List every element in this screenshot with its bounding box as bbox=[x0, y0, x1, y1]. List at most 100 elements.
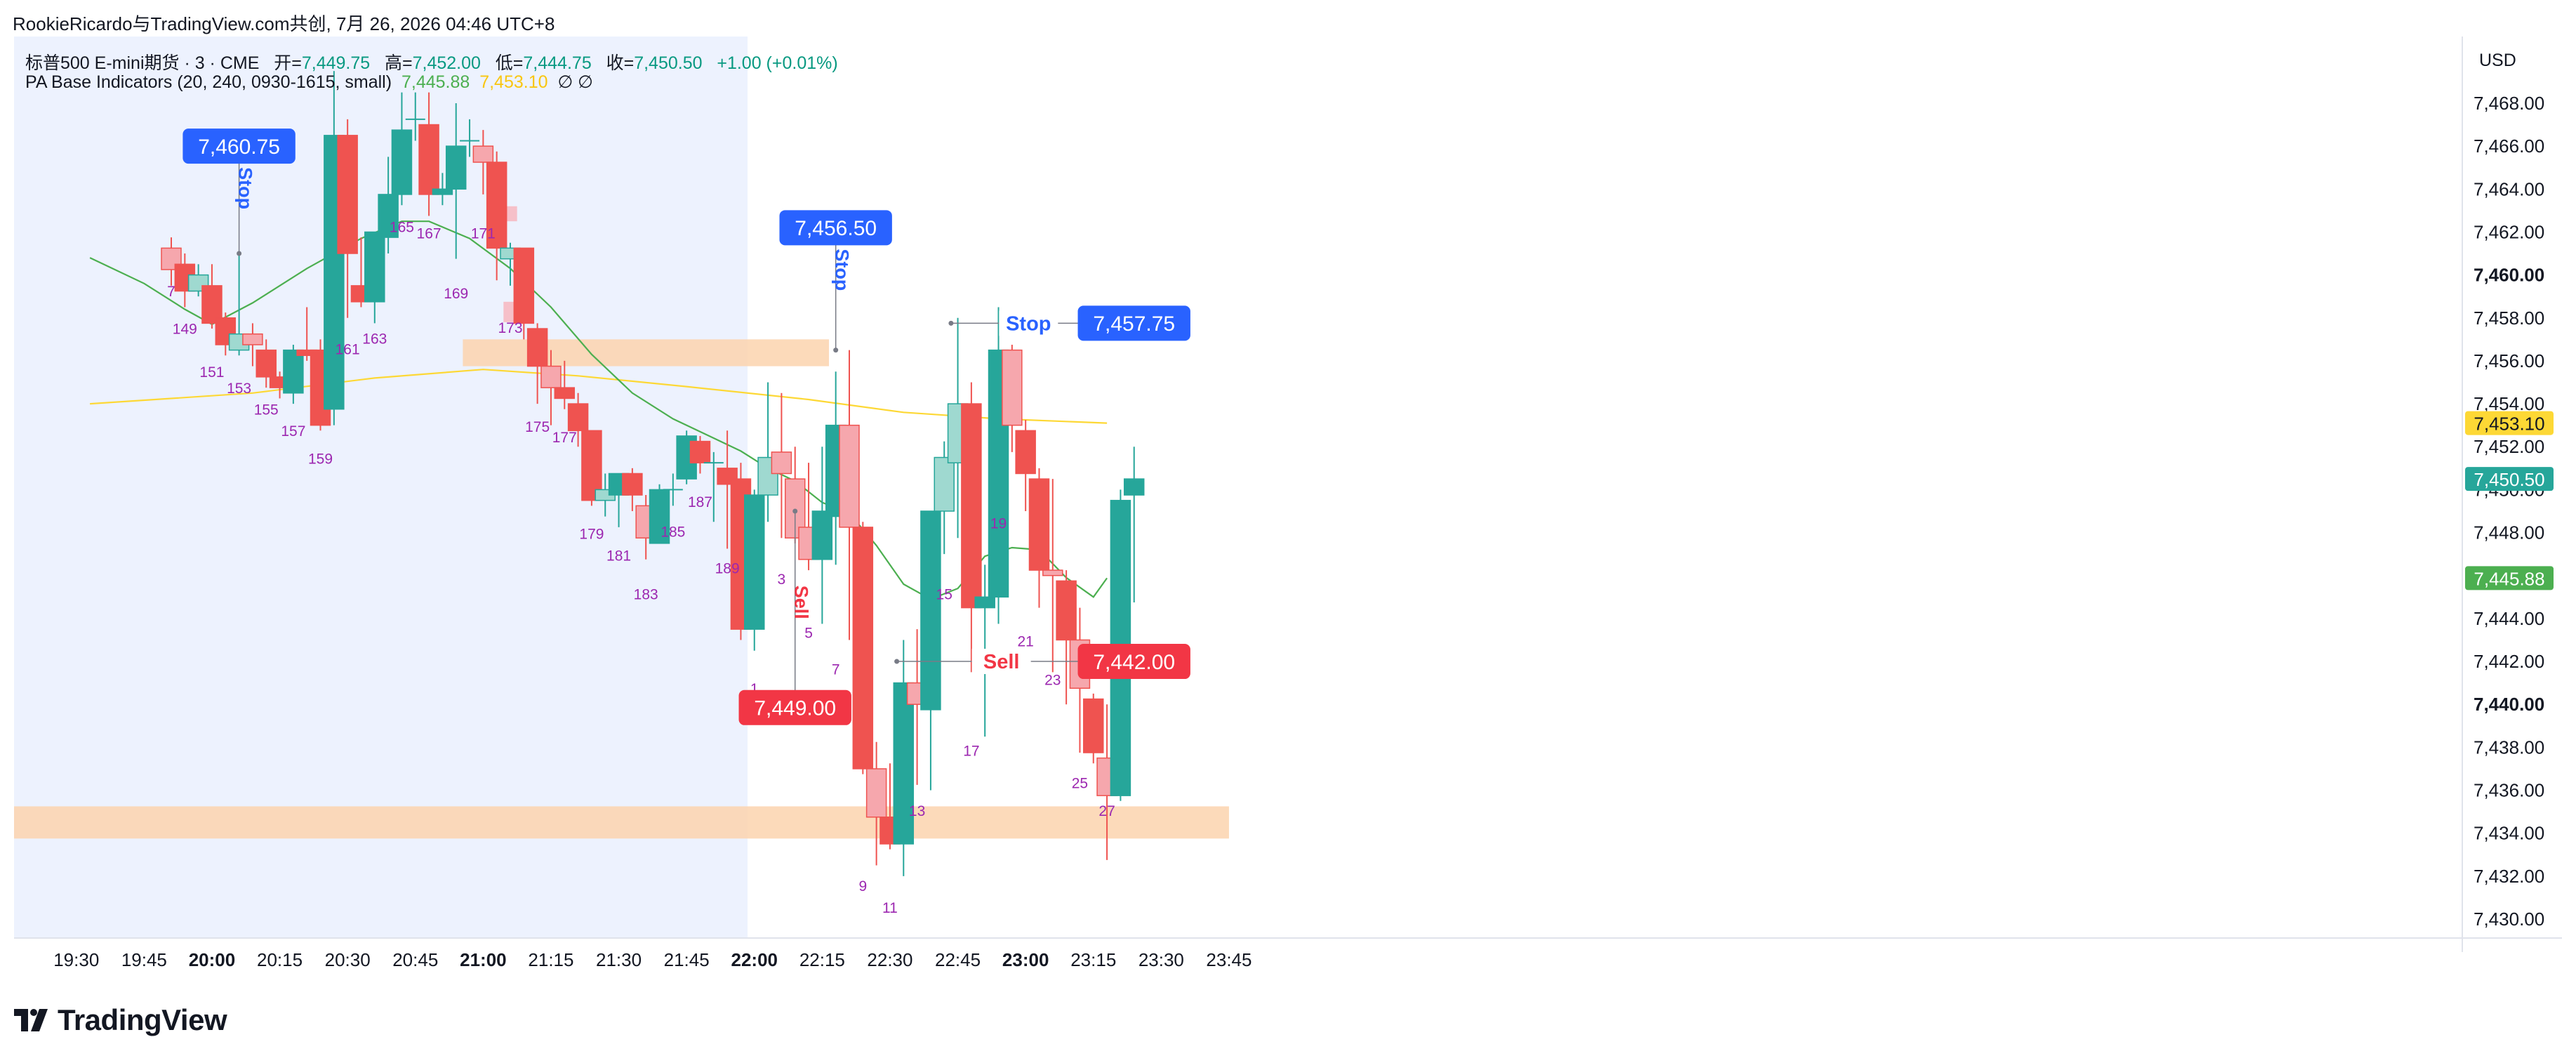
symbol-ohlc-legend[interactable]: 标普500 E-mini期货 · 3 · CME 开=7,449.75 高=7,… bbox=[25, 49, 838, 74]
y-tick-label: 7,454.00 bbox=[2474, 393, 2544, 414]
symbol-label: 标普500 E-mini期货 · 3 · CME bbox=[25, 53, 260, 73]
x-tick-label: 22:45 bbox=[935, 949, 981, 970]
bar-number-label: 183 bbox=[634, 586, 658, 602]
high-value: 7,452.00 bbox=[412, 53, 481, 73]
candle-45 bbox=[771, 392, 792, 539]
candle-body bbox=[852, 527, 874, 770]
y-tick-label: 7,466.00 bbox=[2474, 136, 2544, 157]
bar-number-label: 177 bbox=[552, 430, 577, 446]
x-tick-label: 19:30 bbox=[53, 949, 99, 970]
candle-body bbox=[242, 333, 263, 345]
candle-body bbox=[554, 387, 576, 400]
y-tick-label: 7,464.00 bbox=[2474, 178, 2544, 199]
y-tick-label: 7,460.00 bbox=[2474, 265, 2544, 286]
candle-body bbox=[865, 768, 887, 818]
candle-52 bbox=[865, 741, 887, 866]
candle-19 bbox=[418, 92, 439, 216]
sell-vertical-price-badge-3: 7,449.00 bbox=[738, 689, 851, 725]
candle-body bbox=[1028, 478, 1050, 571]
bar-number-label: 189 bbox=[715, 561, 740, 577]
bar-number-label: 179 bbox=[579, 527, 604, 543]
candle-body bbox=[391, 129, 413, 195]
bar-number-label: 157 bbox=[281, 423, 305, 440]
y-tick-label: 7,436.00 bbox=[2474, 780, 2544, 801]
candle-56 bbox=[920, 510, 941, 791]
x-tick-label: 19:45 bbox=[121, 949, 167, 970]
chart-title: RookieRicardo与TradingView.com共创, 7月 26, … bbox=[13, 13, 555, 34]
candle-body bbox=[255, 349, 277, 378]
sell-horizontal-label-4: Sell bbox=[983, 651, 1020, 673]
candle-body bbox=[771, 451, 792, 475]
x-tick-label: 23:00 bbox=[1002, 949, 1049, 970]
change-value: +1.00 (+0.01%) bbox=[717, 53, 838, 73]
candle-body bbox=[920, 510, 941, 711]
bar-number-label: 165 bbox=[390, 219, 414, 235]
currency-label: USD bbox=[2479, 51, 2516, 70]
candle-63 bbox=[1015, 420, 1036, 511]
candle-body bbox=[445, 145, 467, 190]
y-tick-label: 7,462.00 bbox=[2474, 221, 2544, 242]
ema20-value-badge: 7,445.88 bbox=[2465, 566, 2554, 590]
low-value: 7,444.75 bbox=[523, 53, 592, 73]
bar-number-label: 155 bbox=[254, 402, 279, 418]
tradingview-logo-icon bbox=[14, 1009, 48, 1031]
candle-body bbox=[1002, 349, 1023, 426]
x-tick-label: 23:15 bbox=[1070, 949, 1116, 970]
bar-number-label: 23 bbox=[1044, 673, 1061, 689]
x-tick-label: 22:15 bbox=[799, 949, 845, 970]
stop-horizontal-point-2 bbox=[948, 320, 954, 326]
ema240-value-badge-text: 7,453.10 bbox=[2474, 414, 2544, 435]
x-tick-label: 20:30 bbox=[325, 949, 371, 970]
candle-body bbox=[1083, 698, 1104, 753]
bar-number-label: 167 bbox=[417, 226, 441, 242]
bar-number-label: 25 bbox=[1072, 775, 1088, 791]
candle-body bbox=[839, 424, 860, 528]
candle-26 bbox=[513, 247, 535, 340]
indicator-name: PA Base Indicators (20, 240, 0930-1615, … bbox=[25, 72, 392, 92]
bar-number-label: 13 bbox=[909, 803, 925, 819]
bar-number-label: 173 bbox=[498, 320, 522, 336]
sell-horizontal-price-badge-4-text: 7,442.00 bbox=[1093, 651, 1175, 674]
x-tick-label: 23:45 bbox=[1206, 949, 1252, 970]
sell-vertical-price-badge-3-text: 7,449.00 bbox=[754, 697, 836, 720]
bar-number-label: 149 bbox=[173, 322, 197, 338]
bar-number-label: 187 bbox=[688, 494, 712, 510]
candle-37 bbox=[663, 473, 683, 506]
lower-zone bbox=[14, 806, 1229, 839]
stop-vertical-point-1 bbox=[833, 348, 839, 353]
x-tick-label: 23:30 bbox=[1138, 949, 1184, 970]
candle-40 bbox=[703, 451, 724, 522]
bar-number-label: 21 bbox=[1017, 634, 1033, 650]
indicator-legend[interactable]: PA Base Indicators (20, 240, 0930-1615, … bbox=[25, 72, 593, 93]
candle-7 bbox=[255, 339, 277, 388]
low-label: 低= bbox=[495, 53, 524, 73]
stop-vertical-price-badge-0-text: 7,460.75 bbox=[198, 136, 280, 159]
tradingview-logo[interactable]: TradingView bbox=[14, 1003, 227, 1038]
stop-vertical-label-0: Stop bbox=[235, 167, 256, 209]
y-tick-label: 7,430.00 bbox=[2474, 909, 2544, 930]
bar-number-label: 7 bbox=[832, 661, 840, 678]
stop-vertical-price-badge-0-bg bbox=[182, 128, 296, 164]
candle-body bbox=[472, 145, 494, 163]
candle-body bbox=[689, 440, 711, 463]
candle-body bbox=[893, 682, 915, 845]
close-label: 收= bbox=[606, 53, 635, 73]
candle-28 bbox=[540, 350, 562, 425]
candle-body bbox=[581, 430, 602, 501]
y-tick-label: 7,442.00 bbox=[2474, 651, 2544, 672]
candle-50 bbox=[839, 350, 860, 640]
candle-65 bbox=[1042, 479, 1063, 673]
x-tick-label: 20:15 bbox=[257, 949, 303, 970]
stop-horizontal-label-bg-2 bbox=[999, 310, 1058, 336]
ema20-value-badge-text: 7,445.88 bbox=[2474, 568, 2544, 589]
bar-number-label: 163 bbox=[362, 331, 387, 347]
bar-number-label: 9 bbox=[858, 878, 867, 894]
candle-36 bbox=[649, 484, 670, 544]
ema240-value-badge: 7,453.10 bbox=[2465, 411, 2554, 435]
ema240-value-badge-bg bbox=[2465, 411, 2554, 435]
bar-number-label: 7 bbox=[167, 284, 175, 300]
candle-64 bbox=[1028, 468, 1050, 608]
stop-vertical-point-0 bbox=[237, 251, 242, 256]
stop-vertical-price-badge-1: 7,456.50 bbox=[779, 210, 892, 246]
